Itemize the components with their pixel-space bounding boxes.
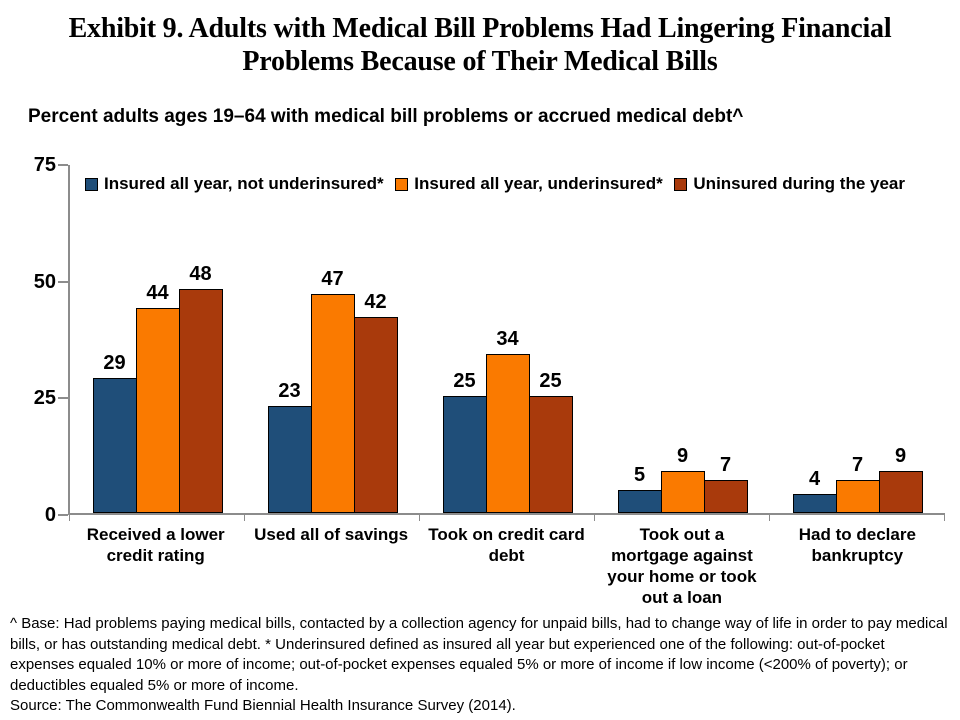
exhibit-title: Exhibit 9. Adults with Medical Bill Prob… (68, 13, 892, 77)
bar-value-label: 25 (453, 370, 476, 393)
y-tick-label: 25 (33, 387, 56, 410)
category-label: Used all of savings (254, 525, 409, 544)
bar: 5 (617, 464, 662, 513)
legend-label: Uninsured during the year (693, 174, 905, 193)
x-tick-mark (69, 515, 70, 521)
bar: 47 (310, 268, 355, 513)
bar-groups: 29 44 48 23 47 42 25 34 25 5 9 7 4 7 9 (70, 165, 945, 513)
category-axis-labels: Received a lower credit rating Used all o… (68, 524, 945, 608)
chart-legend: Insured all year, not underinsured* Insur… (85, 174, 905, 194)
source-line: Source: The Commonwealth Fund Biennial H… (10, 697, 516, 714)
y-tick-label: 50 (33, 270, 56, 293)
x-tick-mark (944, 515, 945, 521)
category-label: Took out a mortgage against your home or… (607, 525, 757, 607)
y-tick-mark (58, 397, 68, 400)
legend-label: Insured all year, not underinsured* (104, 174, 384, 193)
bar-value-label: 7 (719, 454, 732, 477)
y-tick-mark (58, 514, 68, 516)
bar: 9 (660, 445, 705, 513)
category-label: Took on credit card debt (428, 525, 585, 565)
bar-value-label: 44 (146, 281, 169, 304)
bar-group: 4 7 9 (770, 165, 945, 513)
bar-value-label: 7 (851, 454, 864, 477)
bar-chart-plot-area: Insured all year, not underinsured* Insur… (34, 154, 945, 526)
bar-value-label: 9 (676, 445, 689, 467)
bar: 42 (353, 291, 398, 513)
bar-value-label: 29 (103, 351, 126, 374)
bar-value-label: 5 (633, 463, 646, 486)
chart-subtitle: Percent adults ages 19–64 with medical b… (28, 106, 744, 127)
bar: 7 (835, 454, 880, 513)
bar: 34 (485, 328, 530, 513)
bar: 4 (792, 468, 837, 513)
legend-swatch-icon (395, 177, 409, 191)
bar-value-label: 47 (321, 267, 344, 290)
bar-value-label: 34 (496, 328, 519, 351)
x-tick-mark (244, 515, 245, 521)
legend-item: Uninsured during the year (674, 174, 905, 194)
bar-value-label: 42 (364, 291, 387, 313)
legend-item: Insured all year, underinsured* (395, 174, 663, 194)
bar-value-label: 25 (539, 370, 562, 393)
y-tick-label: 0 (44, 504, 56, 526)
x-tick-mark (594, 515, 595, 521)
y-tick-label: 75 (33, 154, 56, 176)
legend-swatch-icon (674, 177, 688, 191)
bar-group: 29 44 48 (70, 165, 245, 513)
footnote-text: ^ Base: Had problems paying medical bill… (10, 615, 948, 694)
bar-group: 5 9 7 (595, 165, 770, 513)
bar: 23 (267, 380, 312, 513)
bar: 29 (92, 352, 137, 513)
bar-value-label: 48 (189, 263, 212, 285)
legend-swatch-icon (85, 177, 98, 191)
category-label: Received a lower credit rating (86, 525, 225, 565)
bar: 44 (135, 282, 180, 513)
bar: 25 (528, 370, 573, 513)
y-tick-mark (58, 280, 68, 283)
legend-item: Insured all year, not underinsured* (85, 174, 384, 194)
bar-value-label: 4 (808, 468, 821, 491)
bar: 9 (878, 445, 923, 513)
legend-label: Insured all year, underinsured* (414, 174, 663, 193)
bar: 7 (703, 454, 748, 513)
y-tick-mark (58, 164, 68, 166)
x-tick-mark (419, 515, 420, 521)
bar-group: 25 34 25 (420, 165, 595, 513)
bar-value-label: 9 (894, 445, 907, 467)
footnote: ^ Base: Had problems paying medical bill… (10, 614, 952, 717)
x-tick-mark (769, 515, 770, 521)
bar-group: 23 47 42 (245, 165, 420, 513)
bar: 48 (178, 263, 223, 513)
bar-value-label: 23 (278, 379, 301, 402)
bar: 25 (442, 370, 487, 513)
category-label: Had to declare bankruptcy (798, 525, 916, 565)
